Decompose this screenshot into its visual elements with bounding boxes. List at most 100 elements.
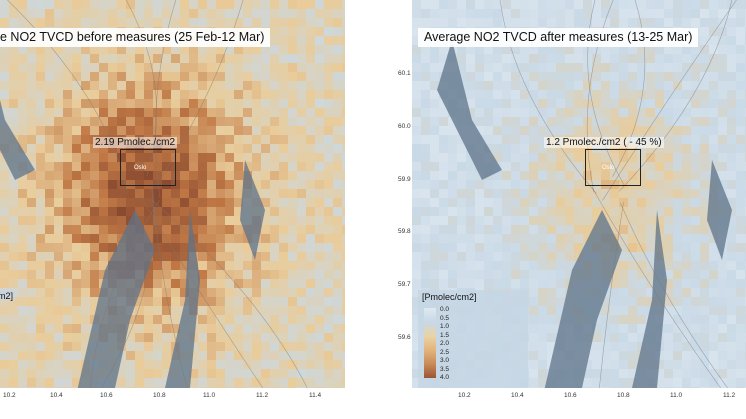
raster-cell xyxy=(592,153,601,162)
raster-cell xyxy=(225,99,234,108)
raster-cell xyxy=(198,0,207,9)
raster-cell xyxy=(682,279,691,288)
raster-cell xyxy=(610,126,619,135)
raster-cell xyxy=(207,171,216,180)
raster-cell xyxy=(324,243,333,252)
raster-cell xyxy=(457,270,466,279)
raster-cell xyxy=(547,270,556,279)
raster-cell xyxy=(457,234,466,243)
raster-cell xyxy=(556,171,565,180)
raster-cell xyxy=(342,189,345,198)
raster-cell xyxy=(583,207,592,216)
raster-cell xyxy=(288,54,297,63)
raster-cell xyxy=(412,171,421,180)
road-line xyxy=(591,187,721,388)
raster-cell xyxy=(421,144,430,153)
raster-cell xyxy=(126,144,135,153)
raster-cell xyxy=(0,324,9,333)
raster-cell xyxy=(288,135,297,144)
raster-cell xyxy=(216,333,225,342)
raster-cell xyxy=(315,90,324,99)
raster-cell xyxy=(457,162,466,171)
raster-cell xyxy=(306,387,315,388)
raster-cell xyxy=(628,198,637,207)
raster-cell xyxy=(207,369,216,378)
raster-cell xyxy=(592,90,601,99)
raster-cell xyxy=(700,90,709,99)
raster-cell xyxy=(144,378,153,387)
raster-cell xyxy=(484,225,493,234)
raster-cell xyxy=(448,0,457,9)
raster-cell xyxy=(27,99,36,108)
raster-cell xyxy=(0,45,9,54)
road-line xyxy=(90,200,160,388)
raster-cell xyxy=(547,225,556,234)
raster-cell xyxy=(736,324,745,333)
raster-cell xyxy=(583,225,592,234)
raster-cell xyxy=(306,117,315,126)
raster-cell xyxy=(216,108,225,117)
raster-cell xyxy=(90,252,99,261)
raster-cell xyxy=(565,207,574,216)
raster-cell xyxy=(135,171,144,180)
raster-cell xyxy=(457,63,466,72)
raster-cell xyxy=(439,252,448,261)
raster-cell xyxy=(439,126,448,135)
raster-cell xyxy=(108,189,117,198)
raster-cell xyxy=(207,144,216,153)
raster-cell xyxy=(189,387,198,388)
raster-cell xyxy=(637,9,646,18)
raster-cell xyxy=(180,189,189,198)
raster-cell xyxy=(439,279,448,288)
raster-cell xyxy=(342,216,345,225)
raster-cell xyxy=(511,72,520,81)
raster-cell xyxy=(45,108,54,117)
raster-cell xyxy=(171,306,180,315)
raster-cell xyxy=(664,0,673,9)
raster-cell xyxy=(342,270,345,279)
raster-cell xyxy=(90,171,99,180)
raster-cell xyxy=(333,342,342,351)
raster-cell xyxy=(682,261,691,270)
raster-cell xyxy=(54,198,63,207)
raster-cell xyxy=(279,387,288,388)
raster-cell xyxy=(493,243,502,252)
raster-cell xyxy=(225,18,234,27)
raster-cell xyxy=(45,153,54,162)
y-tick: 59.9 xyxy=(398,176,411,183)
raster-cell xyxy=(45,306,54,315)
raster-cell xyxy=(315,252,324,261)
raster-cell xyxy=(547,162,556,171)
raster-cell xyxy=(198,216,207,225)
raster-cell xyxy=(234,153,243,162)
raster-cell xyxy=(72,108,81,117)
raster-cell xyxy=(81,0,90,9)
raster-cell xyxy=(421,63,430,72)
raster-cell xyxy=(457,279,466,288)
legend-title: [Pmolec/cm2] xyxy=(422,292,477,302)
raster-cell xyxy=(538,333,547,342)
raster-cell xyxy=(171,63,180,72)
raster-cell xyxy=(619,378,628,387)
raster-cell xyxy=(439,117,448,126)
raster-cell xyxy=(457,216,466,225)
raster-cell xyxy=(484,207,493,216)
raster-cell xyxy=(315,315,324,324)
raster-cell xyxy=(153,126,162,135)
raster-cell xyxy=(189,54,198,63)
raster-cell xyxy=(718,297,727,306)
raster-cell xyxy=(153,117,162,126)
raster-cell xyxy=(45,351,54,360)
raster-cell xyxy=(592,207,601,216)
raster-cell xyxy=(466,18,475,27)
raster-cell xyxy=(270,252,279,261)
raster-cell xyxy=(297,135,306,144)
raster-cell xyxy=(592,18,601,27)
raster-cell xyxy=(72,207,81,216)
legend-title-fragment: m2] xyxy=(0,291,16,301)
raster-cell xyxy=(72,387,81,388)
raster-cell xyxy=(189,207,198,216)
raster-cell xyxy=(529,81,538,90)
raster-cell xyxy=(27,153,36,162)
raster-cell xyxy=(592,369,601,378)
